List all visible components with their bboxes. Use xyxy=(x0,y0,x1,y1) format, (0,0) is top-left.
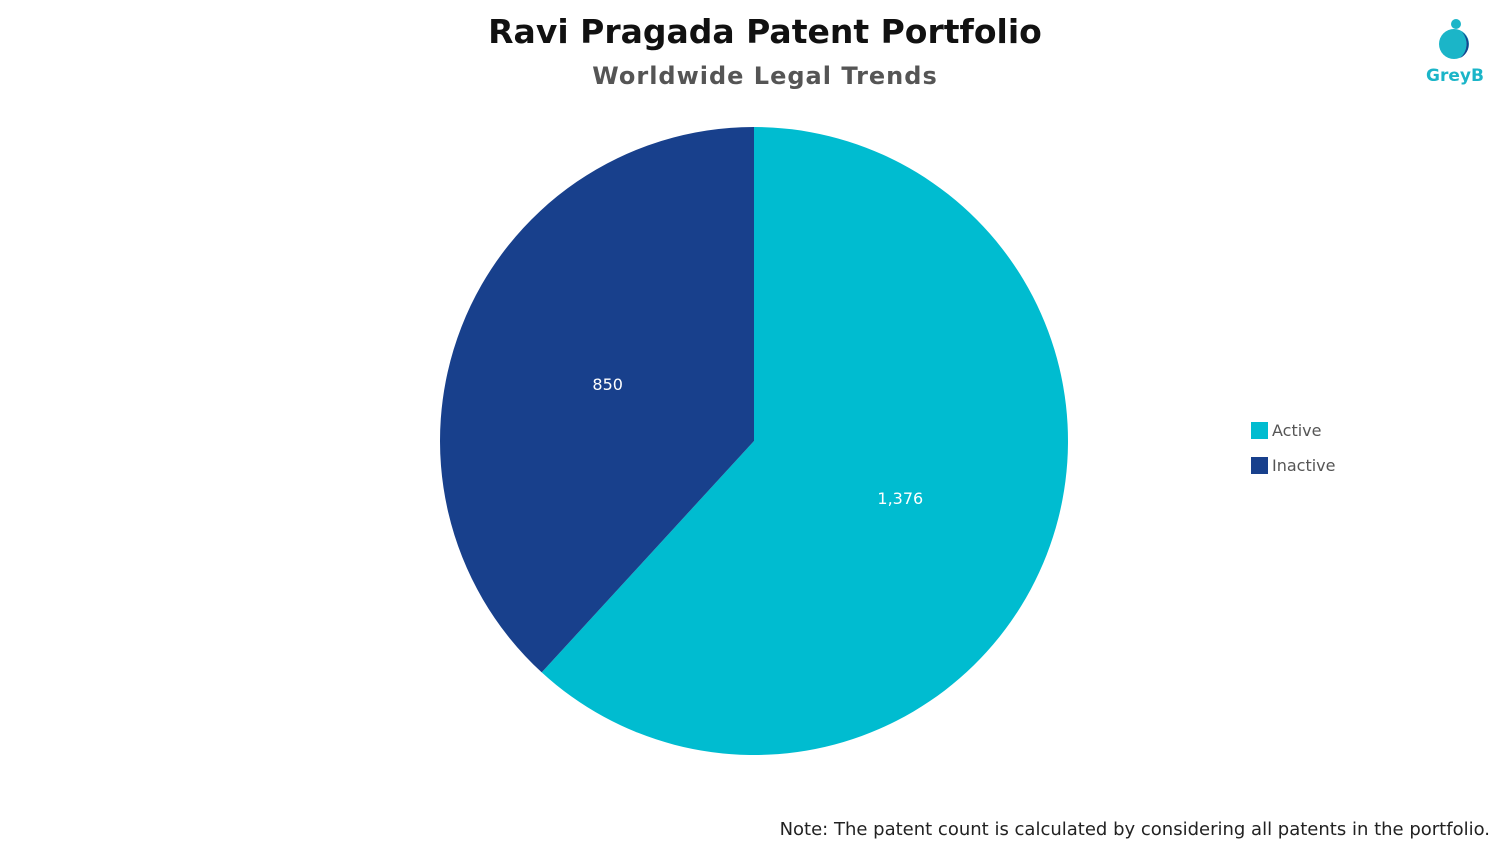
footnote: Note: The patent count is calculated by … xyxy=(779,819,1490,840)
legend-item-active[interactable]: Active xyxy=(1251,413,1336,448)
chart-title: Ravi Pragada Patent Portfolio xyxy=(488,12,1042,51)
slice-label-active: 1,376 xyxy=(877,489,923,508)
pie-slice-active[interactable] xyxy=(541,127,1068,756)
legend-label-inactive: Inactive xyxy=(1272,456,1336,475)
legend-item-inactive[interactable]: Inactive xyxy=(1251,448,1336,483)
chart-legend: Active Inactive xyxy=(1251,413,1336,483)
legend-label-active: Active xyxy=(1272,421,1322,440)
greyb-logo-text: GreyB xyxy=(1426,66,1484,86)
chart-subtitle: Worldwide Legal Trends xyxy=(592,62,938,90)
pie-slice-inactive[interactable] xyxy=(439,127,754,673)
slice-label-inactive: 850 xyxy=(592,375,623,394)
greyb-logo-icon xyxy=(1439,19,1469,59)
legend-swatch-inactive xyxy=(1251,457,1268,474)
legend-swatch-active xyxy=(1251,422,1268,439)
